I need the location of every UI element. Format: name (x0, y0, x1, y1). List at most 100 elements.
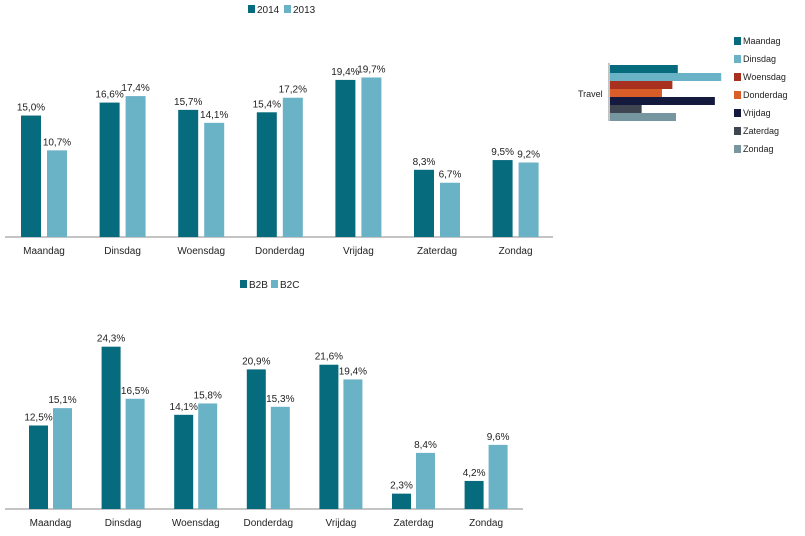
category-label-donderdag: Donderdag (255, 246, 304, 257)
category-label-vrijdag: Vrijdag (326, 518, 357, 529)
legend-label-maandag: Maandag (743, 36, 781, 46)
value-label-2013-woensdag: 14,1% (200, 110, 228, 121)
legend-label-woensdag: Woensdag (743, 72, 786, 82)
value-label-b2c-zondag: 9,6% (487, 432, 510, 443)
bar-travel-zondag (610, 113, 676, 121)
value-label-2013-maandag: 10,7% (43, 137, 71, 148)
category-label-maandag: Maandag (23, 246, 65, 257)
value-label-b2b-maandag: 12,5% (24, 413, 52, 424)
value-label-b2b-dinsdag: 24,3% (97, 334, 125, 345)
category-labels-segment: Maandag Dinsdag Woensdag Donderdag Vrijdag Za… (30, 518, 503, 529)
category-label-donderdag: Donderdag (244, 518, 293, 529)
legend-label-zondag: Zondag (743, 144, 774, 154)
legend-swatch-donderdag (734, 91, 741, 99)
bar-2013-dinsdag (125, 96, 146, 237)
bar-travel-woensdag (610, 81, 673, 89)
value-label-2013-zaterdag: 6,7% (439, 170, 462, 181)
value-labels-segment: 12,5% 15,1% 24,3% 16,5% 14,1%15,8% 20,9% 15,3%… (24, 334, 509, 492)
legend-label-b2b: B2B (249, 280, 268, 291)
bar-b2c-woensdag (198, 403, 218, 509)
value-label-2014-donderdag: 15,4% (253, 99, 281, 110)
bar-b2b-zaterdag (392, 493, 411, 509)
bar-travel-zaterdag (610, 105, 642, 113)
bar-b2c-zondag (488, 444, 508, 509)
value-label-2014-zaterdag: 8,3% (413, 157, 436, 168)
bar-2014-dinsdag (99, 102, 120, 237)
value-label-2014-zondag: 9,5% (491, 147, 514, 158)
value-label-2013-dinsdag: 17,4% (121, 83, 149, 94)
bars-segment (29, 346, 508, 509)
legend-label-b2c: B2C (280, 280, 299, 291)
bar-b2c-vrijdag (343, 379, 363, 509)
value-label-2013-vrijdag: 19,7% (357, 64, 385, 75)
category-label-dinsdag: Dinsdag (105, 518, 142, 529)
category-label-dinsdag: Dinsdag (104, 246, 141, 257)
chart-travel: Travel Maandag Dinsdag Woensdag Donderdag Vr… (578, 36, 788, 154)
bar-2014-zondag (492, 160, 513, 237)
value-label-2014-dinsdag: 16,6% (95, 90, 123, 101)
legend-swatch-2014 (248, 5, 255, 13)
bar-b2b-vrijdag (319, 364, 339, 509)
value-label-2014-vrijdag: 19,4% (331, 67, 359, 78)
category-label-zaterdag: Zaterdag (393, 518, 433, 529)
value-label-b2c-vrijdag: 19,4% (339, 366, 367, 377)
bar-b2b-donderdag (246, 369, 266, 509)
bar-b2c-dinsdag (125, 398, 145, 509)
legend-swatch-maandag (734, 37, 741, 45)
value-label-b2b-zaterdag: 2,3% (390, 481, 413, 492)
bar-2014-maandag (21, 115, 41, 237)
bar-b2c-donderdag (270, 406, 290, 509)
bar-2014-woensdag (178, 109, 199, 237)
category-label-woensdag: Woensdag (172, 518, 220, 529)
value-label-b2b-vrijdag: 21,6% (315, 352, 343, 363)
value-labels-year: 15,0% 10,7% 16,6%17,4% 15,7% 14,1% 15,4% 17,2%… (17, 64, 540, 180)
legend-swatch-2013 (284, 5, 291, 13)
legend-swatch-zondag (734, 145, 741, 153)
value-label-b2b-zondag: 4,2% (463, 468, 486, 479)
value-label-2014-maandag: 15,0% (17, 103, 45, 114)
legend-swatch-dinsdag (734, 55, 741, 63)
legend-segment: B2B B2C (240, 280, 299, 291)
bars-travel (610, 65, 722, 121)
bar-b2b-woensdag (174, 414, 194, 509)
travel-category-label: Travel (578, 89, 603, 99)
category-label-woensdag: Woensdag (177, 246, 225, 257)
bar-2013-donderdag (282, 97, 303, 237)
category-label-zondag: Zondag (499, 246, 533, 257)
chart-segment: B2B B2C 12,5% 15,1% 24,3% 16,5% 14,1%15,8% 20… (5, 280, 523, 529)
legend-swatch-woensdag (734, 73, 741, 81)
bar-2013-woensdag (204, 122, 225, 237)
legend-swatch-b2b (240, 280, 247, 288)
legend-swatch-b2c (271, 280, 278, 288)
value-label-2014-woensdag: 15,7% (174, 97, 202, 108)
bar-travel-vrijdag (610, 97, 715, 105)
bar-2014-zaterdag (414, 169, 434, 237)
legend-swatch-vrijdag (734, 109, 741, 117)
chart-year: 2014 2013 15,0% 10,7% 16,6%17,4% 15,7% 14,1%… (5, 5, 553, 257)
category-label-maandag: Maandag (30, 518, 72, 529)
bar-2013-vrijdag (361, 77, 382, 237)
bar-b2b-dinsdag (101, 346, 121, 509)
legend-label-2014: 2014 (257, 5, 280, 16)
bar-travel-donderdag (610, 89, 662, 97)
bar-travel-dinsdag (610, 73, 722, 81)
value-label-b2c-zaterdag: 8,4% (414, 440, 437, 451)
bar-2014-vrijdag (335, 79, 356, 237)
legend-label-vrijdag: Vrijdag (743, 108, 771, 118)
bar-b2c-zaterdag (416, 452, 435, 509)
value-label-b2b-woensdag: 14,1% (170, 402, 198, 413)
bars-year (21, 77, 539, 237)
bar-2014-donderdag (256, 112, 277, 237)
bar-2013-maandag (47, 150, 67, 237)
legend-travel: Maandag Dinsdag Woensdag Donderdag Vrijdag Za… (734, 36, 788, 154)
legend-label-dinsdag: Dinsdag (743, 54, 776, 64)
bar-b2c-maandag (53, 408, 72, 509)
category-label-zondag: Zondag (469, 518, 503, 529)
legend-label-donderdag: Donderdag (743, 90, 788, 100)
value-label-b2c-woensdag: 15,8% (194, 390, 222, 401)
bar-b2b-zondag (464, 480, 484, 509)
legend-swatch-zaterdag (734, 127, 741, 135)
legend-year: 2014 2013 (248, 5, 316, 16)
bar-2013-zaterdag (440, 182, 460, 237)
